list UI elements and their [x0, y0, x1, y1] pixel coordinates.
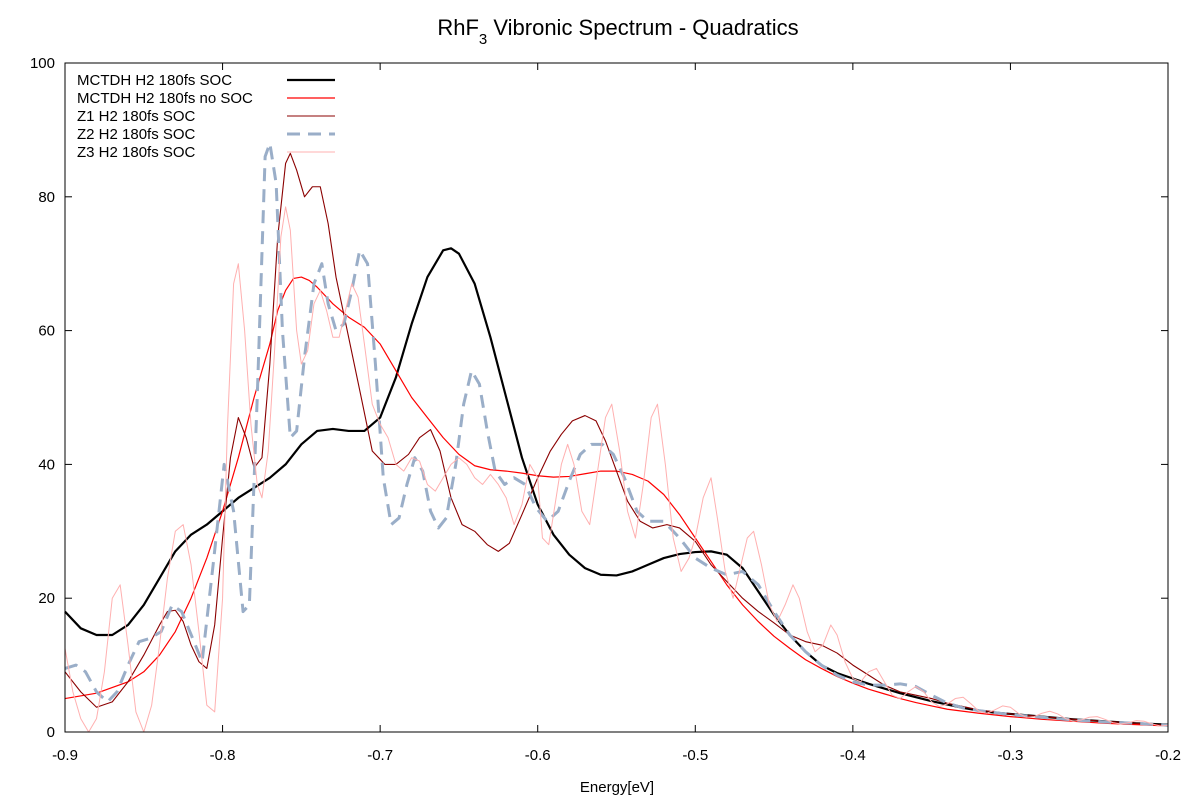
- chart-title-subscript: 3: [479, 31, 487, 48]
- x-tick-label: -0.8: [210, 747, 236, 764]
- y-tick-label: 20: [38, 590, 55, 607]
- y-tick-label: 60: [38, 323, 55, 340]
- legend-label-5: Z3 H2 180fs SOC: [77, 144, 196, 161]
- x-tick-label: -0.3: [997, 747, 1023, 764]
- x-tick-label: -0.9: [52, 747, 78, 764]
- series-group: [64, 141, 1169, 733]
- x-axis-label: Energy[eV]: [580, 779, 654, 796]
- legend-label-3: Z1 H2 180fs SOC: [77, 108, 196, 125]
- plot-frame: [64, 62, 1169, 733]
- x-tick-label: -0.6: [525, 747, 551, 764]
- x-tick-label: -0.2: [1155, 747, 1181, 764]
- series-line-3: [64, 152, 1169, 726]
- x-tick-labels: -0.9 -0.8 -0.7 -0.6 -0.5 -0.4 -0.3 -0.2: [52, 747, 1181, 764]
- y-tick-label: 80: [38, 189, 55, 206]
- legend-label-2: MCTDH H2 180fs no SOC: [77, 90, 253, 107]
- x-tick-label: -0.7: [367, 747, 393, 764]
- legend-label-4: Z2 H2 180fs SOC: [77, 126, 196, 143]
- y-tick-labels: 0 20 40 60 80 100: [30, 55, 55, 741]
- series-line-5: [64, 206, 1169, 733]
- legend-label-1: MCTDH H2 180fs SOC: [77, 72, 232, 89]
- y-tick-label: 0: [47, 724, 55, 741]
- series-line-1: [64, 247, 1169, 726]
- chart-title-main: RhF: [437, 15, 479, 40]
- y-tick-label: 100: [30, 55, 55, 72]
- chart-title-suffix: Vibronic Spectrum - Quadratics: [487, 15, 798, 40]
- x-tick-label: -0.5: [682, 747, 708, 764]
- x-tick-label: -0.4: [840, 747, 866, 764]
- ticks-group: [64, 62, 1169, 733]
- chart-title: RhF3 Vibronic Spectrum - Quadratics: [437, 15, 798, 48]
- y-tick-label: 40: [38, 456, 55, 473]
- series-line-2: [64, 276, 1169, 727]
- series-line-4: [64, 141, 1169, 727]
